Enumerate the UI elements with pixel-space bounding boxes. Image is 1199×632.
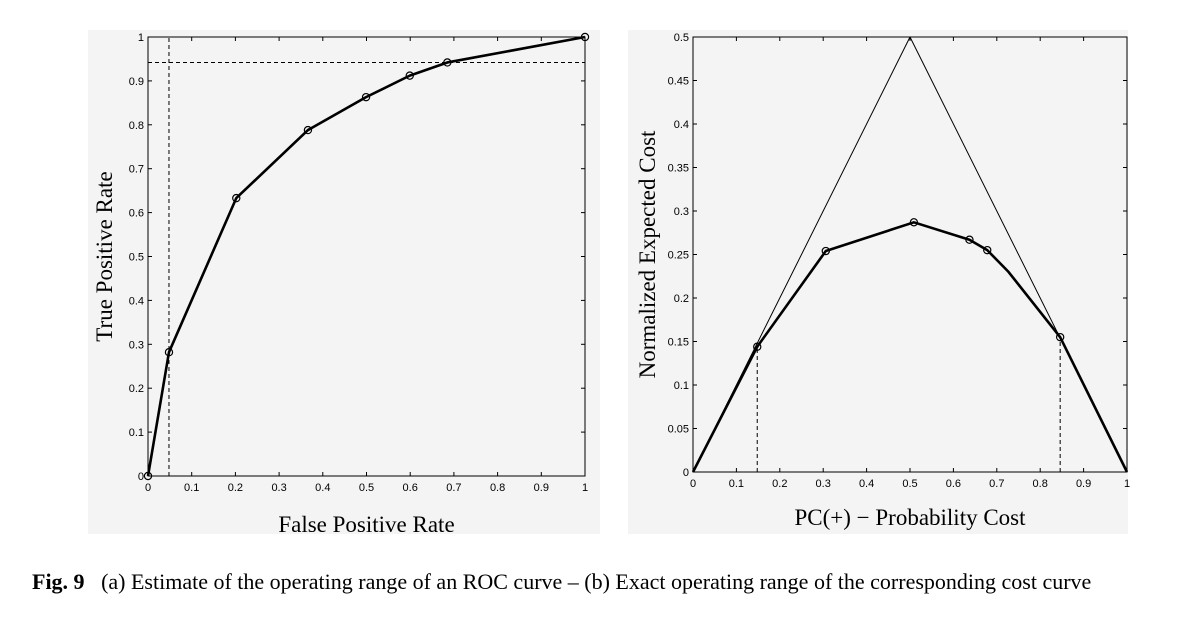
roc-x-axis-label: False Positive Rate [278,512,454,537]
roc-data-point [580,32,590,42]
cost-series-line-2 [691,221,1129,473]
cost-data-point [753,342,762,351]
roc-x-tick-label: 0.8 [490,482,505,494]
cost-y-tick-label: 0.35 [668,163,689,175]
roc-y-tick-label: 1 [138,32,144,44]
cost-x-tick-label: 0.4 [859,478,874,490]
roc-y-tick-label: 0.9 [129,76,144,88]
roc-data-point [232,193,241,203]
cost-data-point [821,246,831,256]
cost-x-tick-label: 0.5 [902,478,917,490]
roc-plot-frame [147,36,586,477]
roc-x-tick-label: 0.6 [403,482,418,494]
roc-x-tick-label: 1 [582,482,588,494]
roc-x-tick-label: 0.1 [184,482,199,494]
cost-data-point [983,245,992,255]
roc-y-tick-label: 0.5 [129,252,144,264]
roc-x-tick-label: 0.7 [446,482,461,494]
roc-x-tick-label: 0.4 [315,482,330,494]
cost-plot-frame [692,36,1128,473]
roc-data-point [143,471,153,481]
roc-data-point [443,58,452,67]
figure-caption: Fig. 9 (a) Estimate of the operating ran… [32,566,1192,597]
roc-data-point [303,125,313,135]
cost-y-tick-label: 0.45 [668,76,689,88]
roc-y-tick-label: 0.1 [129,427,144,439]
cost-y-axis-label: Normalized Expected Cost [635,130,660,378]
figure-charts: 0 0.1 0.2 0.3 0.4 0.5 0.6 0.7 0.8 0.9 100.10.20.30… [92,32,1130,537]
roc-x-tick-label: 0 [145,482,151,494]
cost-data-point [965,235,974,244]
right-panel-background [628,30,1128,534]
roc-series-line-1 [146,35,586,477]
cost-y-tick-label: 0.4 [674,119,689,131]
cost-data-point [1055,332,1065,342]
roc-y-tick-label: 0.3 [129,339,144,351]
cost-data-point [909,218,919,227]
roc-x-tick-label: 0.2 [228,482,243,494]
roc-data-point [164,348,174,357]
cost-x-tick-label: 1 [1124,478,1130,490]
cost-series-line-1 [692,36,1128,473]
roc-y-tick-label: 0.8 [129,120,144,132]
cost-y-tick-label: 0.5 [674,32,689,44]
cost-x-axis-label: PC(+) − Probability Cost [794,505,1026,530]
left-panel-background [88,30,600,534]
cost-x-tick-label: 0.7 [989,478,1004,490]
cost-y-tick-label: 0.15 [668,337,689,349]
caption-label: Fig. 9 [32,569,85,594]
cost-x-tick-label: 0 [690,478,696,490]
roc-data-point [361,92,371,102]
roc-x-tick-label: 0.5 [359,482,374,494]
roc-data-point [405,71,414,80]
cost-y-tick-label: 0.25 [668,250,689,262]
cost-x-tick-label: 0.9 [1076,478,1091,490]
cost-x-tick-label: 0.1 [729,478,744,490]
cost-x-tick-label: 0.8 [1033,478,1048,490]
roc-x-tick-label: 0.9 [534,482,549,494]
roc-x-tick-label: 0.3 [271,482,286,494]
roc-y-axis-label: True Positive Rate [92,171,117,341]
cost-x-tick-label: 0.3 [816,478,831,490]
roc-y-tick-label: 0.6 [129,208,144,220]
cost-y-tick-label: 0 [683,467,689,479]
roc-y-tick-label: 0.2 [129,383,144,395]
roc-y-tick-label: 0.4 [129,295,144,307]
cost-y-tick-label: 0.3 [674,206,689,218]
roc-y-tick-label: 0 [138,471,144,483]
roc-y-tick-label: 0.7 [129,164,144,176]
caption-text: (a) Estimate of the operating range of a… [101,569,1092,594]
cost-y-tick-label: 0.2 [674,293,689,305]
roc-chart: 0 0.1 0.2 0.3 0.4 0.5 0.6 0.7 0.8 0.9 1 0 0.1 0.2 0.3 0… [92,32,590,537]
cost-y-tick-label: 0.05 [668,424,689,436]
cost-x-tick-label: 0.6 [946,478,961,490]
cost-x-tick-label: 0.2 [772,478,787,490]
cost-y-tick-label: 0.1 [674,380,689,392]
cost-chart: 0 0.1 0.2 0.3 0.4 0.5 0.6 0.7 0.8 0.9 1 0 0.05 0.1 0.1… [635,32,1130,530]
